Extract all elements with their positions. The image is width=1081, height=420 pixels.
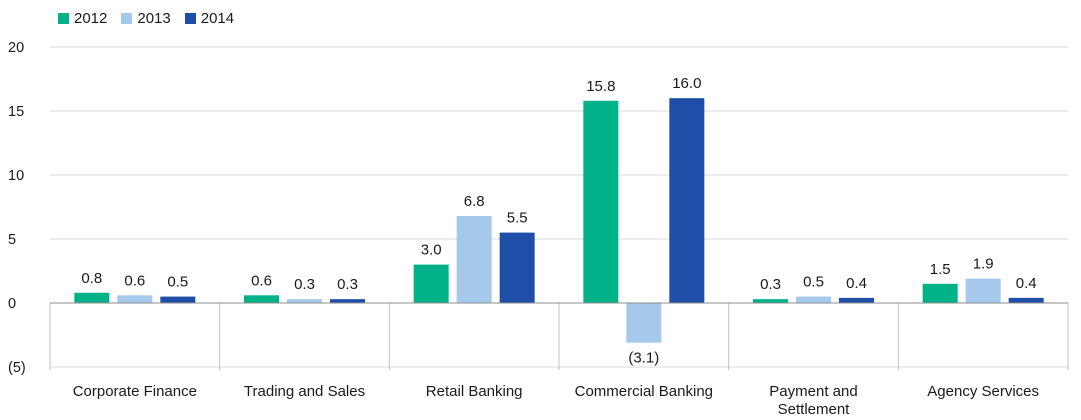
legend-label: 2014 <box>200 10 235 27</box>
bar-2014 <box>1008 297 1044 303</box>
y-tick-label: 20 <box>8 40 24 56</box>
bar-2013 <box>626 303 662 343</box>
legend-item-2014: 2014 <box>184 10 235 27</box>
bar-2014 <box>669 98 705 303</box>
value-label: 15.8 <box>586 78 615 95</box>
bar-2014 <box>839 297 874 303</box>
value-label: 5.5 <box>507 210 528 227</box>
legend-swatch <box>121 13 133 24</box>
category-label: Payment and <box>769 383 857 400</box>
y-tick-label: 0 <box>8 296 16 312</box>
value-label: 1.9 <box>973 256 994 273</box>
value-label: 0.4 <box>846 275 867 292</box>
legend-item-2012: 2012 <box>58 10 107 27</box>
value-label: 0.3 <box>337 276 358 293</box>
value-label: 16.0 <box>672 75 701 92</box>
y-tick-label: 10 <box>8 168 24 184</box>
value-label: 0.8 <box>81 270 102 287</box>
y-tick-label: 5 <box>8 232 16 248</box>
bar-2014 <box>499 232 535 303</box>
value-label: 1.5 <box>930 261 951 278</box>
bar-2012 <box>753 299 788 303</box>
value-label: 0.5 <box>167 274 188 291</box>
bar-2012 <box>922 283 958 303</box>
category-label: Commercial Banking <box>575 383 713 400</box>
category-label: Settlement <box>778 401 851 418</box>
category-label: Agency Services <box>927 383 1039 400</box>
bar-2013 <box>965 278 1001 303</box>
category-label: Trading and Sales <box>244 383 365 400</box>
legend: 2012 2013 2014 <box>58 10 234 27</box>
value-label: 0.6 <box>124 272 145 289</box>
value-label: (3.1) <box>628 350 659 367</box>
value-label: 0.4 <box>1016 275 1037 292</box>
bar-2012 <box>74 292 110 303</box>
category-label: Corporate Finance <box>73 383 197 400</box>
bar-2014 <box>160 296 196 303</box>
bar-2013 <box>287 299 322 303</box>
legend-swatch <box>58 13 69 24</box>
value-label: 3.0 <box>421 242 442 259</box>
bar-2014 <box>330 299 365 303</box>
legend-label: 2013 <box>137 10 171 27</box>
bar-2012 <box>413 264 449 303</box>
bar-2013 <box>456 215 492 303</box>
y-tick-label: (5) <box>8 360 26 376</box>
bar-2013 <box>117 295 153 303</box>
legend-swatch <box>184 13 196 24</box>
value-label: 0.3 <box>760 276 781 293</box>
legend-item-2013: 2013 <box>121 10 171 27</box>
value-label: 0.3 <box>294 276 315 293</box>
value-label: 0.6 <box>251 272 272 289</box>
bar-2012 <box>244 295 279 303</box>
bar-2013 <box>796 296 831 303</box>
bar-2012 <box>583 100 619 303</box>
value-label: 0.5 <box>803 274 824 291</box>
category-label: Retail Banking <box>426 383 523 400</box>
value-label: 6.8 <box>464 193 485 210</box>
legend-label: 2012 <box>74 10 108 27</box>
y-tick-label: 15 <box>8 104 24 120</box>
